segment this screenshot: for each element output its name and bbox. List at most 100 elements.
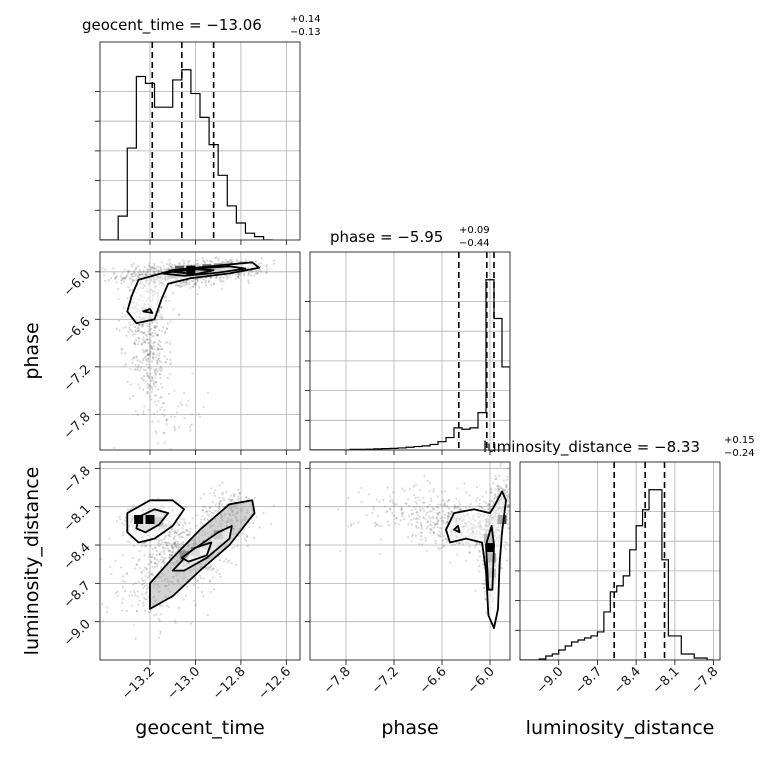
scatter-point (438, 511, 441, 514)
scatter-point (218, 484, 221, 487)
scatter-point (121, 580, 124, 583)
scatter-point (178, 535, 181, 539)
scatter-point (389, 507, 392, 510)
scatter-point (410, 508, 413, 511)
scatter-point (174, 427, 177, 430)
scatter-point (218, 500, 221, 503)
scatter-point (112, 272, 116, 275)
scatter-point (160, 306, 163, 309)
scatter-point (177, 314, 180, 317)
scatter-point (425, 513, 428, 516)
scatter-point (154, 341, 157, 344)
scatter-point (152, 356, 155, 359)
scatter-point (164, 557, 167, 560)
scatter-point (198, 277, 202, 280)
y-tick-label-luminosity-distance: −8.1 (61, 502, 94, 535)
scatter-point (446, 505, 449, 508)
scatter-point (159, 266, 162, 269)
scatter-point (507, 496, 510, 499)
scatter-point (120, 279, 123, 282)
scatter-point (175, 283, 178, 286)
scatter-point (148, 575, 151, 578)
scatter-point (489, 491, 492, 494)
scatter-point (376, 514, 379, 518)
scatter-point (183, 263, 186, 266)
scatter-point (201, 256, 204, 260)
scatter-point (422, 517, 425, 520)
scatter-point (162, 547, 165, 550)
scatter-point (211, 501, 214, 504)
scatter-point (389, 508, 392, 511)
scatter-point (392, 505, 395, 508)
scatter-point (126, 272, 130, 275)
scatter-point (106, 610, 109, 614)
scatter-point (203, 511, 206, 514)
scatter-point (206, 259, 209, 262)
scatter-point (136, 366, 139, 369)
scatter-point (140, 583, 143, 587)
scatter-point (144, 340, 147, 344)
scatter-point (151, 322, 154, 325)
scatter-point (168, 553, 171, 557)
scatter-point (215, 256, 218, 259)
scatter-point (456, 505, 460, 508)
scatter-point (172, 546, 175, 549)
scatter-point (168, 299, 171, 303)
scatter-point (483, 593, 486, 596)
scatter-point (147, 263, 150, 266)
scatter-point (419, 509, 422, 512)
scatter-point (149, 269, 152, 272)
scatter-point (130, 263, 133, 266)
scatter-point (395, 516, 398, 519)
scatter-point (196, 579, 199, 582)
scatter-point (204, 505, 207, 508)
scatter-point (424, 539, 427, 542)
scatter-point (185, 283, 188, 286)
scatter-point (163, 355, 166, 358)
scatter-point (219, 559, 222, 562)
scatter-point (134, 279, 137, 282)
scatter-point (147, 330, 150, 333)
scatter-point (163, 414, 166, 417)
scatter-point (124, 326, 127, 329)
scatter-point (175, 531, 178, 534)
scatter-point (211, 568, 214, 571)
scatter-point (136, 330, 140, 333)
scatter-point (425, 527, 428, 530)
scatter-point (137, 271, 140, 274)
scatter-point (181, 284, 184, 288)
scatter-point (126, 269, 129, 272)
scatter-point (137, 324, 140, 327)
scatter-point (506, 475, 509, 478)
scatter-point (220, 280, 223, 283)
scatter-point (185, 404, 188, 407)
scatter-point (164, 547, 167, 550)
scatter-point (154, 546, 157, 549)
scatter-point (427, 515, 431, 518)
scatter-point (383, 505, 387, 508)
scatter-point (209, 579, 212, 582)
scatter-point (129, 590, 132, 594)
scatter-point (506, 519, 509, 522)
scatter-point (141, 273, 144, 276)
scatter-point (507, 505, 510, 508)
scatter-point (209, 566, 212, 569)
scatter-point (159, 348, 162, 351)
scatter-point (140, 545, 143, 548)
scatter-point (257, 269, 260, 272)
scatter-point (443, 501, 446, 505)
scatter-point (146, 324, 149, 328)
scatter-point (210, 568, 213, 572)
scatter-point (149, 349, 152, 353)
scatter-point (513, 538, 515, 540)
scatter-point (446, 500, 449, 503)
scatter-point (422, 515, 425, 519)
scatter-point (147, 357, 150, 361)
scatter-point (191, 413, 194, 416)
scatter-point (236, 275, 239, 279)
scatter-point (266, 268, 269, 271)
scatter-point (149, 327, 153, 331)
scatter-point (147, 332, 150, 336)
scatter-point (151, 420, 154, 423)
